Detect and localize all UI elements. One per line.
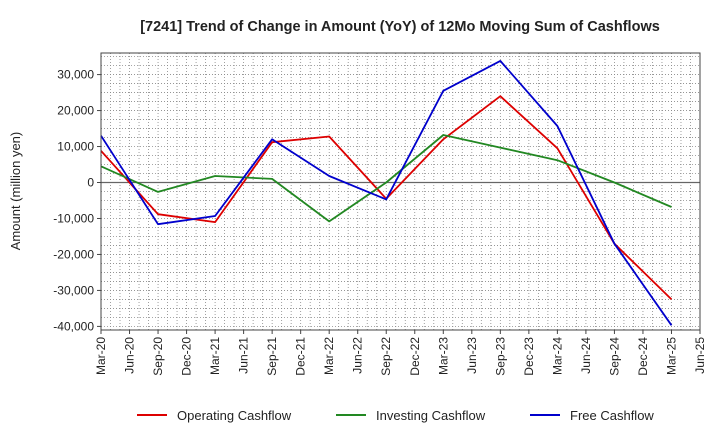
y-tick-label: 10,000	[57, 140, 94, 154]
free-cashflow-line	[100, 60, 673, 326]
x-tick-label: Dec-24	[636, 337, 650, 376]
legend-label-investing-cashflow: Investing Cashflow	[376, 408, 486, 423]
x-tick-label: Sep-23	[493, 337, 507, 376]
y-tick-label: -40,000	[53, 319, 94, 333]
legend: Operating Cashflow Investing Cashflow Free…	[137, 408, 654, 423]
x-tick-label: Mar-20	[94, 337, 108, 375]
legend-label-operating-cashflow: Operating Cashflow	[177, 408, 292, 423]
y-axis-label: Amount (million yen)	[8, 132, 23, 251]
y-tick-label: 20,000	[57, 104, 94, 118]
x-tick-label: Dec-20	[180, 337, 194, 376]
plot-frame	[100, 52, 701, 331]
y-tick-label: -20,000	[53, 247, 94, 261]
legend-label-free-cashflow: Free Cashflow	[570, 408, 654, 423]
x-tick-label: Jun-25	[693, 337, 707, 374]
x-tick-label: Jun-22	[351, 337, 365, 374]
x-tick-label: Mar-21	[208, 337, 222, 375]
x-tick-label: Sep-24	[607, 337, 621, 376]
x-tick-label: Mar-25	[664, 337, 678, 375]
x-tick-label: Dec-21	[294, 337, 308, 376]
x-tick-label: Sep-22	[379, 337, 393, 376]
y-tick-label: 30,000	[57, 68, 94, 82]
x-tick-label: Mar-23	[436, 337, 450, 375]
y-tick-label: 0	[87, 176, 94, 190]
x-tick-label: Mar-22	[322, 337, 336, 375]
x-tick-label: Jun-23	[465, 337, 479, 374]
x-tick-label: Sep-20	[151, 337, 165, 376]
x-tick-label: Jun-21	[237, 337, 251, 374]
x-tick-label: Dec-23	[522, 337, 536, 376]
chart-title: [7241] Trend of Change in Amount (YoY) o…	[140, 19, 660, 35]
x-tick-labels: Mar-20 Jun-20 Sep-20 Dec-20 Mar-21 Jun-21 Sep-…	[94, 330, 707, 376]
y-tick-label: -10,000	[53, 211, 94, 225]
x-tick-label: Jun-24	[579, 337, 593, 374]
x-tick-label: Dec-22	[408, 337, 422, 376]
x-tick-label: Jun-20	[123, 337, 137, 374]
series-layer	[100, 60, 673, 326]
y-tick-labels: 30,000 20,000 10,000 0 -10,000 -20,000 -30,000…	[53, 68, 101, 333]
x-tick-label: Sep-21	[265, 337, 279, 376]
grid-layer	[101, 53, 700, 330]
y-tick-label: -30,000	[53, 283, 94, 297]
investing-cashflow-line	[100, 134, 672, 223]
x-tick-label: Mar-24	[550, 337, 564, 375]
